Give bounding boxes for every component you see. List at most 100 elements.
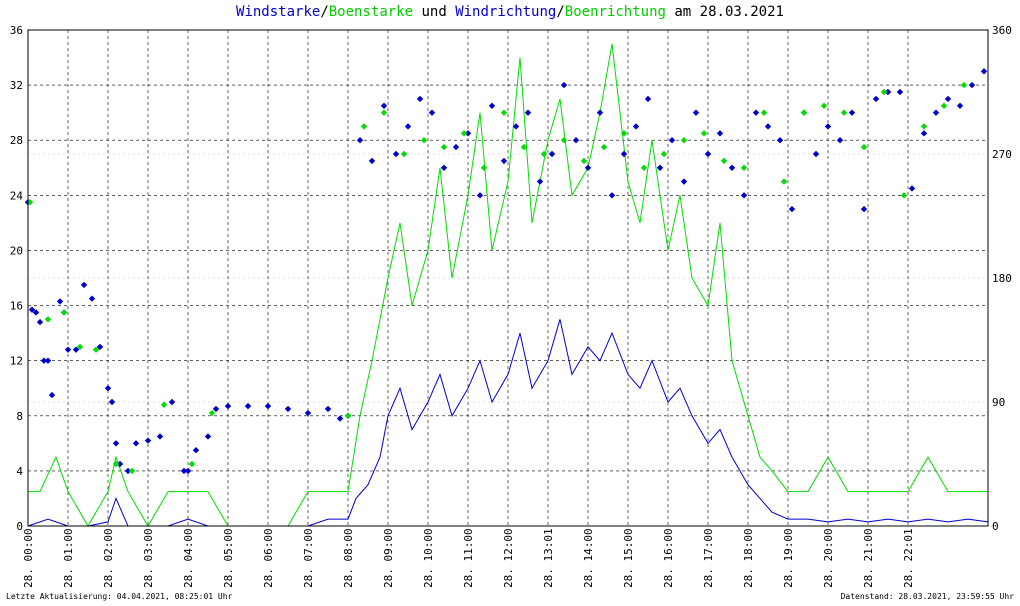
point-windrichtung (28, 306, 36, 313)
point-windrichtung (80, 281, 88, 289)
title-boenrichtung: Boenrichtung (564, 4, 666, 20)
point-boenrichtung (76, 343, 84, 351)
x-tick-label: 28. 05:00 (222, 528, 235, 588)
point-windrichtung (156, 433, 164, 440)
x-tick-label: 28. 21:00 (862, 528, 875, 588)
point-windrichtung (36, 318, 44, 326)
point-boenrichtung (900, 192, 908, 199)
point-windrichtung (488, 102, 496, 109)
title-windrichtung: Windrichtung (455, 4, 557, 20)
point-windrichtung (124, 467, 132, 475)
point-windrichtung (740, 192, 748, 199)
point-boenrichtung (344, 412, 352, 419)
x-tick-label: 28. 22:01 (902, 528, 915, 588)
point-windrichtung (204, 433, 212, 440)
point-boenrichtung (720, 157, 728, 165)
point-windrichtung (908, 185, 916, 192)
point-boenrichtung (128, 467, 136, 475)
point-boenrichtung (600, 143, 608, 151)
point-boenrichtung (880, 88, 888, 96)
y-left-tick-label: 12 (10, 355, 23, 368)
point-windrichtung (932, 109, 940, 116)
series-line-boenstarke (28, 43, 988, 527)
point-boenrichtung (380, 109, 388, 116)
point-boenrichtung (112, 460, 120, 468)
point-windrichtung (872, 95, 880, 103)
y-left-tick-label: 24 (10, 189, 24, 202)
title-separator-2: / (556, 4, 565, 20)
point-windrichtung (44, 357, 52, 364)
y-left-tick-label: 28 (10, 134, 23, 147)
y-right-tick-label: 360 (992, 24, 1012, 37)
point-boenrichtung (920, 123, 928, 130)
x-tick-label: 28. 06:00 (262, 528, 275, 588)
point-windrichtung (356, 137, 364, 144)
point-boenrichtung (400, 150, 408, 158)
x-tick-label: 28. 07:00 (302, 528, 315, 588)
point-windrichtung (72, 346, 80, 353)
point-windrichtung (324, 405, 332, 413)
point-boenrichtung (780, 178, 788, 185)
point-windrichtung (244, 402, 252, 410)
x-tick-label: 28. 11:00 (462, 528, 475, 588)
point-windrichtung (620, 150, 628, 158)
point-windrichtung (836, 137, 844, 144)
point-boenrichtung (740, 164, 748, 171)
point-windrichtung (656, 164, 664, 171)
point-boenrichtung (440, 143, 448, 151)
point-windrichtung (144, 437, 152, 444)
x-tick-label: 28. 14:00 (582, 528, 595, 588)
point-boenrichtung (700, 130, 708, 137)
x-tick-label: 28. 10:00 (422, 528, 435, 588)
point-windrichtung (476, 192, 484, 199)
point-boenrichtung (540, 150, 548, 158)
point-windrichtung (716, 130, 724, 137)
title-date: am 28.03.2021 (665, 4, 784, 20)
footer-last-update: Letzte Aktualisierung: 04.04.2021, 08:25… (6, 592, 233, 601)
point-windrichtung (536, 178, 544, 185)
y-right-tick-label: 180 (992, 272, 1012, 285)
point-boenrichtung (860, 143, 868, 151)
point-windrichtung (572, 137, 580, 144)
point-windrichtung (848, 109, 856, 116)
point-windrichtung (380, 102, 388, 109)
point-windrichtung (776, 137, 784, 144)
x-tick-label: 28. 08:00 (342, 528, 355, 588)
point-windrichtung (452, 143, 460, 151)
point-windrichtung (584, 164, 592, 171)
point-windrichtung (704, 150, 712, 158)
y-right-tick-label: 270 (992, 148, 1012, 161)
series-layer (24, 43, 989, 527)
title-boenstarke: Boenstarke (328, 4, 414, 20)
point-windrichtung (968, 81, 976, 89)
point-boenrichtung (92, 346, 100, 353)
point-windrichtung (212, 405, 220, 413)
point-windrichtung (404, 123, 412, 130)
x-tick-label: 28. 01:00 (62, 528, 75, 588)
x-tick-label: 28. 19:00 (782, 528, 795, 588)
y-right-tick-label: 90 (992, 396, 1005, 409)
point-windrichtung (644, 95, 652, 103)
x-tick-label: 28. 00:00 (22, 528, 35, 588)
point-windrichtung (304, 409, 312, 417)
title-windstarke: Windstarke (236, 4, 321, 20)
y-right-tick-label: 0 (992, 520, 999, 533)
point-boenrichtung (820, 102, 828, 109)
point-windrichtung (500, 157, 508, 165)
point-windrichtung (88, 295, 96, 302)
point-boenrichtung (460, 130, 468, 137)
point-boenrichtung (60, 309, 68, 316)
y-left-tick-label: 36 (10, 24, 23, 37)
point-windrichtung (192, 447, 200, 454)
point-windrichtung (48, 391, 56, 399)
point-windrichtung (512, 123, 520, 130)
plot-frame (27, 29, 989, 527)
point-boenrichtung (420, 137, 428, 144)
point-windrichtung (428, 109, 436, 116)
point-windrichtung (524, 109, 532, 116)
point-boenrichtung (360, 123, 368, 130)
x-tick-label: 28. 13:01 (542, 528, 555, 588)
y-left-tick-label: 16 (10, 300, 23, 313)
point-windrichtung (96, 343, 104, 351)
point-windrichtung (264, 402, 272, 410)
